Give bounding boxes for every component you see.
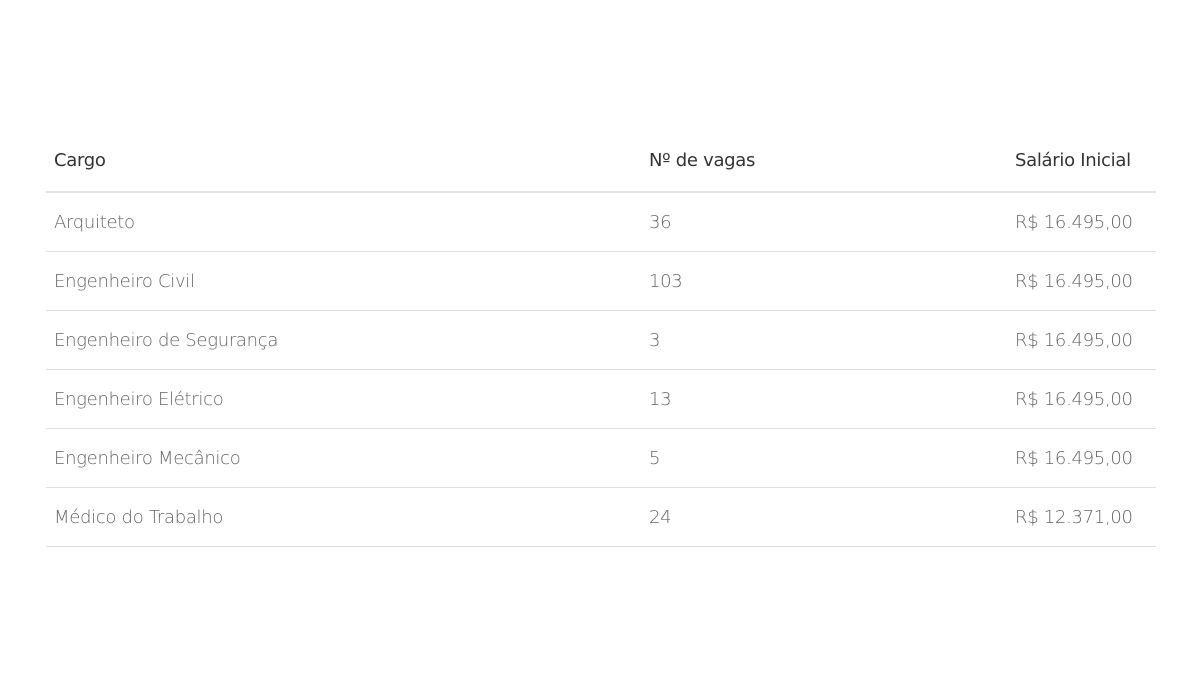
cell-salario: R$ 12.371,00 — [1007, 487, 1156, 547]
cell-salario: R$ 16.495,00 — [1007, 310, 1156, 370]
cell-vagas: 13 — [641, 369, 1007, 429]
table-body: Arquiteto 36 R$ 16.495,00 Engenheiro Civil 1… — [46, 192, 1156, 547]
table-row: Engenheiro Civil 103 R$ 16.495,00 — [46, 251, 1156, 311]
table-row: Engenheiro Mecânico 5 R$ 16.495,00 — [46, 428, 1156, 488]
table-row: Arquiteto 36 R$ 16.495,00 — [46, 192, 1156, 252]
positions-table: Cargo Nº de vagas Salário Inicial Arquit… — [46, 130, 1156, 547]
table-row: Engenheiro de Segurança 3 R$ 16.495,00 — [46, 310, 1156, 370]
cell-cargo: Engenheiro de Segurança — [46, 310, 641, 370]
cell-salario: R$ 16.495,00 — [1007, 192, 1156, 252]
table-row: Médico do Trabalho 24 R$ 12.371,00 — [46, 487, 1156, 547]
cell-cargo: Engenheiro Mecânico — [46, 428, 641, 488]
table-header-row: Cargo Nº de vagas Salário Inicial — [46, 130, 1156, 193]
cell-cargo: Arquiteto — [46, 192, 641, 252]
header-vagas: Nº de vagas — [641, 130, 1007, 193]
cell-vagas: 36 — [641, 192, 1007, 252]
cell-cargo: Engenheiro Civil — [46, 251, 641, 311]
header-cargo: Cargo — [46, 130, 641, 193]
cell-salario: R$ 16.495,00 — [1007, 369, 1156, 429]
cell-salario: R$ 16.495,00 — [1007, 251, 1156, 311]
table-row: Engenheiro Elétrico 13 R$ 16.495,00 — [46, 369, 1156, 429]
cell-salario: R$ 16.495,00 — [1007, 428, 1156, 488]
cell-cargo: Médico do Trabalho — [46, 487, 641, 547]
cell-vagas: 3 — [641, 310, 1007, 370]
cell-vagas: 24 — [641, 487, 1007, 547]
cell-vagas: 5 — [641, 428, 1007, 488]
header-salario: Salário Inicial — [1007, 130, 1156, 193]
cell-cargo: Engenheiro Elétrico — [46, 369, 641, 429]
cell-vagas: 103 — [641, 251, 1007, 311]
